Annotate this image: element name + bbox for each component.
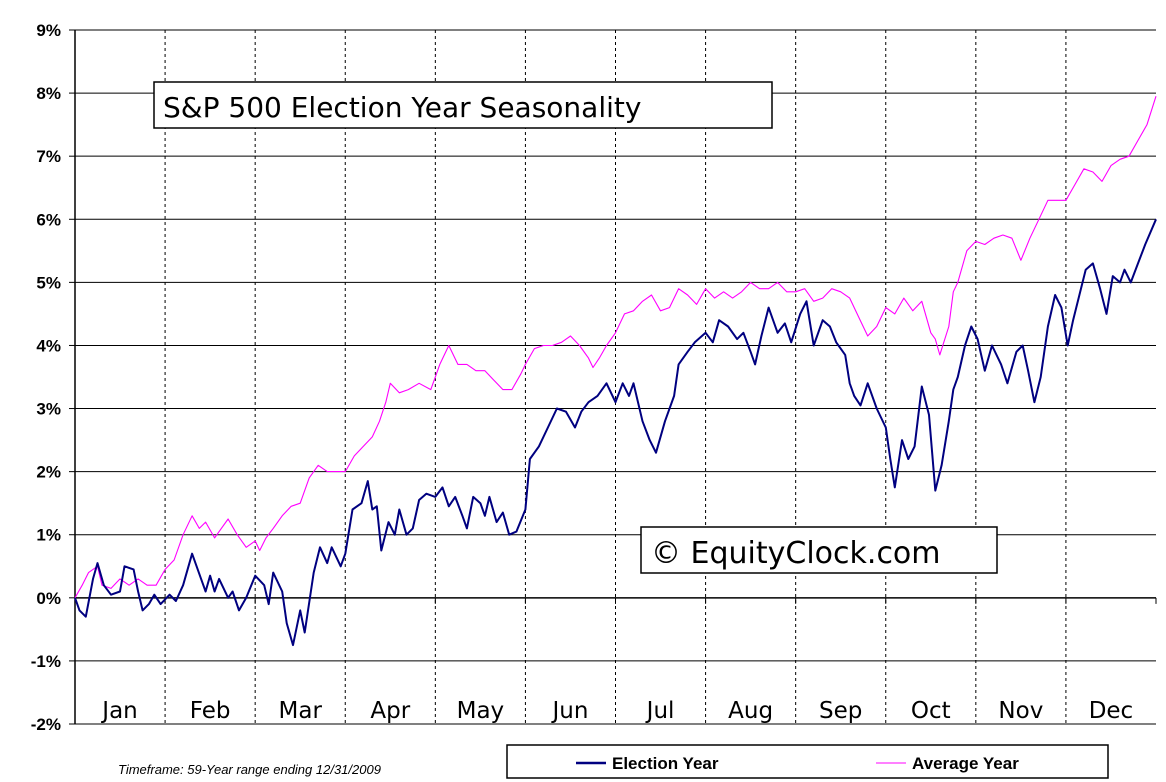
month-label: Aug (728, 698, 773, 724)
y-tick-label: 3% (36, 400, 61, 419)
month-label: Mar (279, 698, 323, 724)
month-label: Dec (1089, 698, 1134, 724)
month-label: Apr (370, 698, 410, 724)
legend-label-election-year: Election Year (612, 754, 719, 773)
y-tick-labels: -2% -1% 0% 1% 2% 3% 4% 5% 6% 7% 8% 9% (31, 21, 61, 734)
y-tick-label: 1% (36, 526, 61, 545)
y-tick-label: 8% (36, 84, 61, 103)
chart-axes (69, 29, 1157, 725)
month-label: Jun (550, 698, 588, 724)
chart-title-box: S&P 500 Election Year Seasonality (153, 81, 773, 129)
month-label: Jan (100, 698, 137, 724)
y-tick-label: 5% (36, 273, 61, 292)
y-tick-label: 7% (36, 147, 61, 166)
month-label: Sep (819, 698, 862, 724)
series-lines (74, 96, 1157, 647)
month-label: Feb (190, 698, 231, 724)
month-label: Jul (645, 698, 675, 724)
y-tick-label: 2% (36, 463, 61, 482)
month-labels: Jan Feb Mar Apr May Jun Jul Aug Sep Oct Nov Dec (100, 698, 1133, 724)
y-tick-label: -1% (31, 652, 61, 671)
legend: Election Year Average Year (506, 744, 1109, 779)
y-tick-label: 4% (36, 336, 61, 355)
timeframe-note: Timeframe: 59-Year range ending 12/31/20… (118, 762, 381, 777)
series-election-year (74, 218, 1157, 647)
chart-title: S&P 500 Election Year Seasonality (163, 91, 641, 124)
watermark-box: © EquityClock.com (640, 526, 998, 574)
series-average-year (74, 96, 1157, 599)
y-tick-label: 0% (36, 589, 61, 608)
watermark-text: © EquityClock.com (651, 536, 941, 571)
y-tick-label: -2% (31, 715, 61, 734)
y-tick-label: 9% (36, 21, 61, 40)
y-tick-label: 6% (36, 210, 61, 229)
month-label: May (457, 698, 505, 724)
legend-label-average-year: Average Year (912, 754, 1019, 773)
month-label: Nov (998, 698, 1043, 724)
month-label: Oct (911, 698, 951, 724)
month-dividers (164, 30, 1067, 724)
